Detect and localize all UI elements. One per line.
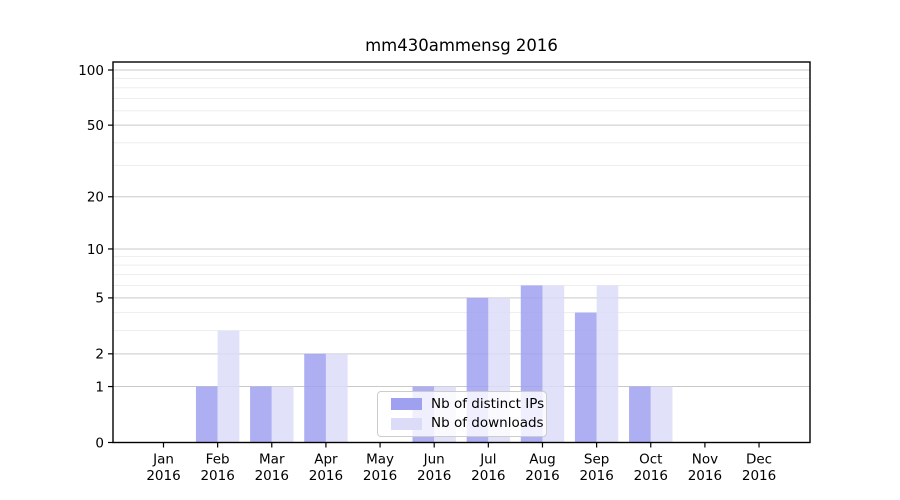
x-tick-label-month: Nov: [692, 452, 718, 468]
plot-spines: [112, 61, 811, 444]
bar-downloads-sep: [596, 285, 619, 443]
x-tick-label-year: 2016: [688, 468, 722, 484]
bar-distinct-ips-feb: [195, 386, 218, 443]
legend-label-downloads: Nb of downloads: [431, 415, 544, 431]
x-tick-label-year: 2016: [309, 468, 343, 484]
bar-distinct-ips-mar: [250, 386, 272, 443]
x-tick-label-year: 2016: [417, 468, 451, 484]
x-tick-label-year: 2016: [471, 468, 505, 484]
bar-downloads-oct: [650, 386, 673, 443]
x-tick-label-year: 2016: [200, 468, 234, 484]
x-tick-label-month: May: [366, 452, 394, 468]
legend-label-distinct-ips: Nb of distinct IPs: [431, 395, 545, 412]
legend-swatch-downloads: [391, 417, 422, 430]
x-tick-label-month: Jun: [423, 452, 445, 468]
x-tick-label-month: Aug: [529, 452, 555, 468]
legend-item-distinct-ips: Nb of distinct IPs: [391, 395, 546, 412]
legend-item-downloads: Nb of downloads: [391, 415, 546, 431]
y-tick-label: 5: [95, 291, 104, 307]
x-tick-label-year: 2016: [742, 468, 776, 484]
bar-distinct-ips-apr: [304, 353, 326, 443]
x-tick-label-month: Sep: [584, 452, 609, 468]
bar-downloads-apr: [325, 353, 348, 443]
y-tick-label: 20: [87, 190, 104, 206]
y-tick-label: 100: [78, 63, 104, 79]
bar-distinct-ips-oct: [629, 386, 651, 443]
chart-title: mm430ammensg 2016: [365, 36, 558, 55]
x-tick-label-month: Feb: [206, 452, 230, 468]
x-tick-label-year: 2016: [579, 468, 613, 484]
x-tick-label-month: Mar: [259, 452, 285, 468]
legend: Nb of distinct IPs Nb of downloads: [377, 391, 547, 437]
y-tick-label: 2: [95, 347, 104, 363]
x-tick-label-year: 2016: [525, 468, 559, 484]
y-tick-label: 0: [95, 435, 104, 451]
x-tick-label-month: Apr: [314, 452, 338, 468]
x-tick-label-month: Dec: [746, 452, 772, 468]
legend-swatch-distinct-ips: [391, 398, 422, 411]
x-tick-label-month: Oct: [639, 452, 662, 468]
bar-distinct-ips-sep: [574, 312, 597, 443]
x-tick-label-year: 2016: [255, 468, 289, 484]
bar-downloads-feb: [217, 330, 240, 443]
x-tick-label-month: Jan: [152, 452, 174, 468]
bar-downloads-aug: [542, 285, 565, 443]
x-tick-label-year: 2016: [634, 468, 668, 484]
x-tick-label-month: Jul: [479, 452, 496, 468]
y-tick-label: 50: [87, 118, 104, 134]
y-tick-label: 10: [87, 242, 104, 258]
x-tick-label-year: 2016: [363, 468, 397, 484]
bar-downloads-mar: [271, 386, 294, 443]
x-tick-label-year: 2016: [146, 468, 180, 484]
y-tick-label: 1: [95, 379, 104, 395]
